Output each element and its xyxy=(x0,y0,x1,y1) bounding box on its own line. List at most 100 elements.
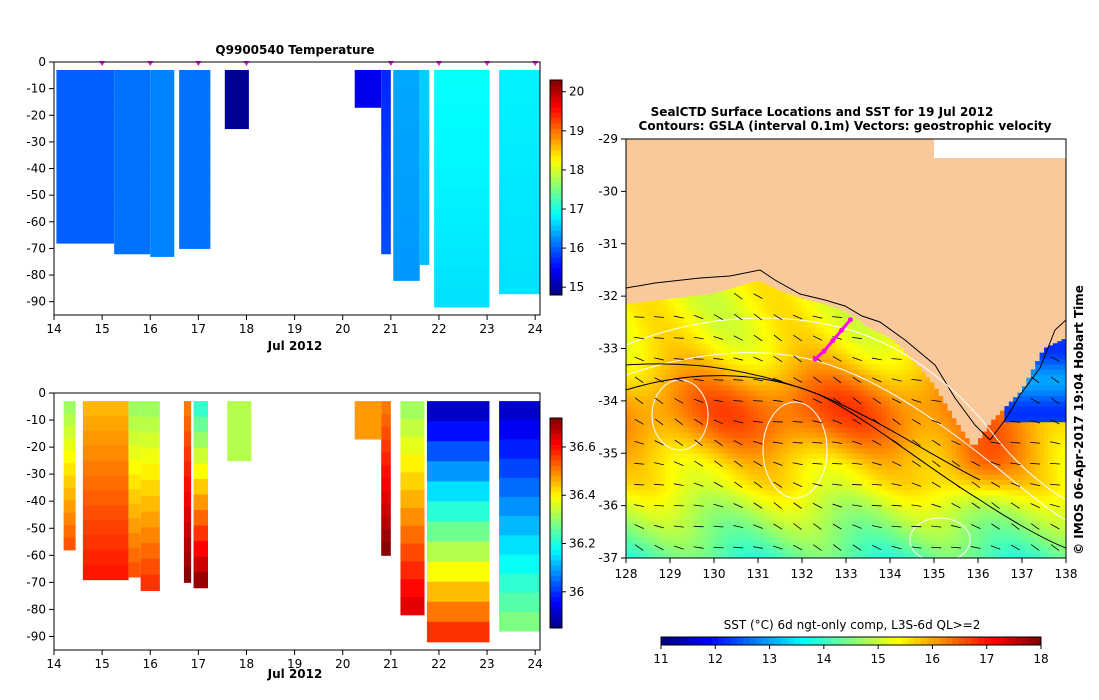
sst-cell xyxy=(925,531,930,538)
sst-cell xyxy=(938,448,944,454)
sst-cell xyxy=(868,358,873,365)
sst-cell xyxy=(885,531,891,538)
sst-cell xyxy=(881,385,886,391)
sst-cell xyxy=(700,296,706,302)
sst-cell xyxy=(1044,463,1049,470)
sst-cell xyxy=(850,495,856,501)
sst-cell xyxy=(859,526,864,533)
profile-cell xyxy=(434,109,490,130)
colorbar-cell xyxy=(550,565,562,571)
sst-cell xyxy=(1004,537,1010,543)
profile-cell xyxy=(227,425,252,432)
sst-cell xyxy=(824,500,829,507)
sst-cell xyxy=(916,537,922,543)
sst-cell xyxy=(788,374,794,381)
sst-cell xyxy=(837,489,842,496)
sst-cell xyxy=(665,421,671,428)
sst-cell xyxy=(797,432,803,438)
colorbar-cell xyxy=(550,601,562,608)
velocity-vector xyxy=(852,376,862,383)
sst-cell xyxy=(885,458,891,465)
profile-cell xyxy=(393,157,420,176)
sst-cell xyxy=(898,364,904,370)
colorbar-cell xyxy=(550,607,562,613)
sst-cell xyxy=(898,379,904,386)
sst-cell xyxy=(656,364,662,370)
sst-cell xyxy=(766,437,772,444)
sst-cell xyxy=(969,510,974,517)
sst-cell xyxy=(740,521,746,527)
sst-cell xyxy=(912,400,917,407)
sst-cell xyxy=(722,510,728,517)
sst-cell xyxy=(1008,437,1014,444)
sst-cell xyxy=(705,374,710,381)
profile-cell xyxy=(114,115,151,132)
sst-cell xyxy=(722,516,728,522)
sst-cell xyxy=(850,322,856,328)
sst-cell xyxy=(854,390,860,397)
sst-cell xyxy=(824,416,829,423)
sst-cell xyxy=(731,453,737,459)
sst-cell xyxy=(696,390,702,397)
sst-cell xyxy=(1035,489,1040,496)
sst-cell xyxy=(656,463,662,470)
sst-cell xyxy=(744,290,750,297)
sst-cell xyxy=(700,379,706,386)
sst-cell xyxy=(995,531,1001,538)
sst-cell xyxy=(951,537,957,543)
sst-cell xyxy=(648,531,653,538)
profile-cell xyxy=(354,416,382,421)
sst-cell xyxy=(1030,510,1036,517)
sst-cell xyxy=(683,327,688,334)
sst-cell xyxy=(709,338,715,344)
sst-cell xyxy=(788,453,794,459)
profile-cell xyxy=(128,445,141,461)
sst-cell xyxy=(771,526,776,533)
sst-cell xyxy=(947,427,952,433)
velocity-vector xyxy=(733,420,744,424)
sst-cell xyxy=(1061,510,1066,517)
profile-7 xyxy=(354,401,382,440)
sst-cell xyxy=(1022,442,1027,449)
sst-cell xyxy=(705,421,710,428)
sst-cell xyxy=(947,547,952,554)
profile-cell xyxy=(426,621,490,643)
sst-cell xyxy=(736,348,741,355)
sst-cell xyxy=(1048,379,1054,386)
sst-cell xyxy=(656,537,662,543)
sst-cell xyxy=(947,448,952,454)
sst-cell xyxy=(661,416,666,423)
sst-cell xyxy=(894,385,900,391)
sst-cell xyxy=(1048,526,1054,533)
sst-cell xyxy=(661,379,666,386)
sst-cell xyxy=(863,500,869,507)
sst-cell xyxy=(832,343,838,349)
sst-cell xyxy=(643,468,649,475)
sst-cell xyxy=(1017,468,1023,475)
sst-cell xyxy=(674,521,680,527)
sst-cell xyxy=(788,432,794,438)
sst-cell xyxy=(639,474,644,480)
profile-cell xyxy=(393,105,420,124)
sst-cell xyxy=(1004,463,1010,470)
x-tick-label: 23 xyxy=(479,322,494,336)
sst-cell xyxy=(810,390,816,397)
sst-cell xyxy=(722,432,728,438)
sst-cell xyxy=(1061,339,1066,344)
sst-cell xyxy=(753,332,759,339)
sst-cell xyxy=(837,495,842,501)
y-tick-label: -30 xyxy=(26,467,46,481)
sst-cell xyxy=(727,322,732,328)
sst-cell xyxy=(749,379,754,386)
sst-cell xyxy=(1066,354,1071,360)
velocity-vector xyxy=(634,440,645,445)
sst-cell xyxy=(1017,495,1023,501)
sst-cell xyxy=(727,458,732,465)
profile-cell xyxy=(224,104,249,110)
sst-cell xyxy=(652,458,658,465)
sst-cell xyxy=(973,453,979,459)
sst-cell xyxy=(762,474,768,480)
sst-cell xyxy=(846,406,851,412)
sst-cell xyxy=(1066,532,1071,538)
sst-cell xyxy=(810,338,816,344)
